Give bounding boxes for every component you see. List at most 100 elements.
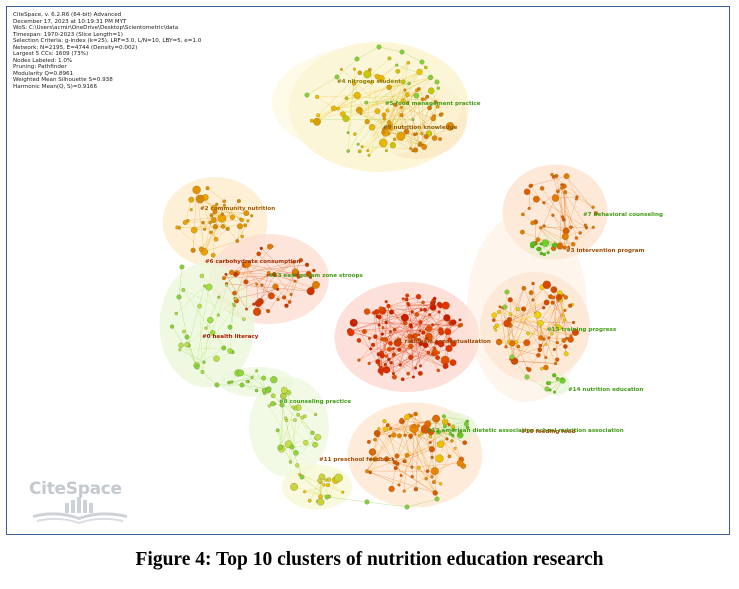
network-node (255, 282, 259, 286)
network-node (403, 433, 407, 437)
network-link (288, 416, 306, 445)
network-node (190, 247, 196, 253)
cluster-labels: #4 nitrogen student #5 food management pr… (200, 79, 663, 463)
network-node (254, 388, 259, 393)
network-link (396, 416, 410, 457)
network-node (413, 92, 420, 99)
network-link (196, 305, 235, 366)
network-node (385, 108, 390, 113)
network-link (559, 184, 562, 247)
network-node (496, 310, 501, 314)
network-node (385, 354, 389, 358)
network-node (399, 113, 404, 118)
network-link (234, 261, 294, 294)
network-node (503, 319, 511, 328)
network-link (532, 222, 561, 247)
network-node (574, 236, 579, 240)
network-node (511, 357, 519, 365)
network-node (543, 299, 550, 306)
network-node (407, 81, 411, 86)
cluster-label: #12 american dietetic association school… (427, 428, 624, 434)
network-link (347, 83, 355, 133)
info-line: Pruning: Pathfinder (13, 64, 67, 71)
network-node (195, 194, 205, 204)
network-node (197, 303, 202, 309)
network-node (276, 287, 280, 291)
network-link (336, 58, 358, 78)
network-node (370, 342, 376, 347)
network-node (389, 361, 393, 365)
network-link (353, 83, 368, 122)
network-node (175, 225, 180, 230)
network-link (540, 243, 549, 253)
network-node (529, 183, 534, 188)
network-node (538, 343, 543, 348)
network-node (509, 354, 515, 360)
network-node (210, 252, 216, 258)
network-node (330, 105, 337, 112)
network-node (295, 463, 300, 468)
network-node (530, 220, 535, 226)
network-node (377, 74, 385, 83)
info-line: Nodes Labeled: 1.0% (13, 57, 73, 64)
network-node (491, 312, 498, 318)
network-link (392, 62, 409, 146)
network-node (423, 307, 427, 312)
network-node (553, 390, 557, 394)
network-node (200, 370, 205, 374)
network-node (430, 115, 436, 122)
network-node (449, 359, 457, 366)
network-node (266, 386, 272, 392)
network-node (416, 465, 421, 470)
network-link (187, 212, 247, 221)
network-node (202, 360, 206, 364)
network-node (515, 307, 520, 312)
network-node (312, 441, 318, 448)
info-line: Harmonic Mean(Q, S)=0.9166 (13, 84, 98, 91)
cluster-label: #3 intervention program (566, 248, 645, 254)
network-link (422, 99, 424, 146)
network-node (555, 357, 560, 362)
network-link (179, 347, 224, 350)
network-node (236, 199, 241, 203)
network-node (313, 412, 318, 417)
network-node (451, 434, 455, 438)
network-node (438, 329, 445, 336)
network-node (409, 355, 414, 359)
network-node (237, 223, 243, 230)
network-node (267, 243, 273, 250)
network-link (400, 311, 413, 365)
network-node (267, 404, 271, 408)
network-node (369, 457, 373, 461)
network-node (434, 340, 440, 345)
network-node (427, 87, 435, 95)
network-node (363, 70, 372, 79)
network-node (240, 234, 244, 239)
network-node (261, 375, 267, 381)
network-node (516, 344, 521, 349)
network-link (427, 457, 433, 472)
network-node (551, 295, 556, 300)
network-link (196, 347, 224, 366)
network-node (342, 115, 350, 122)
network-link (376, 311, 429, 353)
network-link (498, 302, 547, 343)
network-link (348, 121, 368, 152)
cluster-label: #14 nutrition education (568, 387, 643, 393)
network-node (270, 393, 276, 399)
network-node (508, 312, 512, 316)
network-node (428, 434, 433, 439)
network-node (204, 326, 208, 330)
network-node (272, 272, 277, 277)
network-node (377, 323, 381, 327)
cluster-hull (502, 164, 608, 260)
network-link (294, 486, 330, 497)
network-link (396, 64, 431, 78)
network-node (414, 366, 418, 370)
network-node (207, 316, 214, 324)
network-link (415, 413, 462, 460)
figure-caption: Figure 4: Top 10 clusters of nutrition e… (135, 549, 604, 570)
network-link (234, 246, 273, 294)
network-node (458, 432, 462, 436)
network-node (395, 63, 399, 67)
